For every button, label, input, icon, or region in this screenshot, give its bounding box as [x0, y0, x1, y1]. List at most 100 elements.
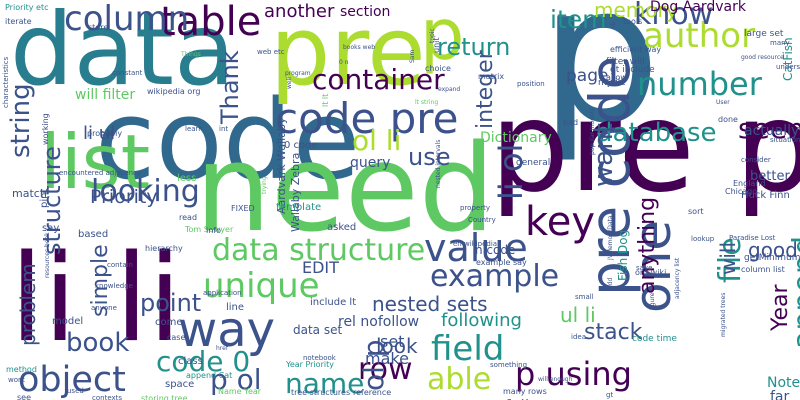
cloud-word: efficient way: [610, 46, 661, 54]
cloud-word: tree structures: [291, 389, 350, 397]
cloud-word: en wikipedia: [453, 241, 497, 248]
cloud-word: number: [637, 68, 762, 100]
cloud-word: li ol: [495, 144, 527, 200]
cloud-word: problem: [18, 263, 38, 346]
cloud-word: read: [179, 214, 197, 222]
cloud-word: resources book: [45, 232, 51, 278]
cloud-word: JVMemoryData: [608, 215, 614, 260]
cloud-word: lt string: [415, 100, 438, 106]
cloud-word: use: [408, 145, 450, 169]
cloud-word: key: [525, 202, 595, 242]
cloud-word: query: [350, 156, 390, 170]
cloud-word: choice: [425, 65, 451, 73]
cloud-word: column: [64, 2, 189, 36]
cloud-word: rel nofollow: [338, 315, 419, 329]
cloud-word: Chicago: [725, 188, 757, 196]
cloud-word: figure: [650, 293, 656, 310]
cloud-word: contain: [107, 262, 133, 269]
cloud-word: ul li: [560, 305, 596, 325]
cloud-word: make: [365, 351, 409, 367]
cloud-word: done: [718, 116, 738, 124]
cloud-word: include lt: [310, 298, 356, 308]
cloud-word: Fish Dog: [617, 230, 629, 281]
cloud-word: Dog Aardvark: [650, 0, 746, 14]
cloud-word: section: [340, 5, 390, 19]
cloud-word: save: [636, 265, 652, 272]
cloud-word: characteristics: [3, 57, 10, 108]
cloud-word: anything: [637, 197, 659, 294]
cloud-word: 0 code: [284, 141, 318, 151]
cloud-word: ob: [611, 22, 617, 29]
cloud-word: working: [42, 113, 50, 145]
cloud-word: lookup: [691, 236, 714, 243]
cloud-word: Dictionary: [480, 131, 552, 145]
cloud-word: EDIT: [302, 260, 339, 276]
cloud-word: lt lt: [322, 94, 330, 107]
cloud-word: space: [165, 380, 194, 390]
cloud-word: bad: [563, 119, 578, 127]
cloud-word: large set: [744, 30, 783, 39]
cloud-word: well: [287, 77, 293, 89]
cloud-word: topic: [430, 28, 436, 43]
cloud-word: e g: [100, 130, 111, 137]
cloud-word: learn: [185, 126, 203, 133]
cloud-word: pint: [40, 189, 50, 208]
cloud-word: small: [575, 294, 594, 301]
cloud-word: general: [516, 159, 550, 168]
cloud-word: consider: [741, 157, 771, 164]
cloud-word: int: [219, 126, 228, 133]
cloud-word: model: [52, 317, 83, 327]
cloud-word: tools: [623, 18, 642, 26]
cloud-word: asked: [327, 223, 356, 233]
cloud-word: FIXED: [231, 205, 255, 213]
cloud-word: popular models: [590, 108, 596, 155]
cloud-word: Aardvark Wallaby: [276, 118, 287, 214]
cloud-word: store: [88, 24, 108, 32]
cloud-word: add: [608, 278, 614, 289]
cloud-word: iterate: [5, 18, 32, 26]
cloud-word: knowledge: [95, 283, 133, 290]
cloud-word: used: [67, 388, 84, 395]
cloud-word: class: [178, 357, 203, 367]
cloud-word: another: [264, 3, 334, 21]
cloud-word: Things: [181, 52, 201, 58]
cloud-word: example say: [476, 259, 527, 267]
cloud-word: book: [66, 330, 129, 356]
cloud-word: Priority: [90, 188, 158, 207]
cloud-word: point: [140, 291, 201, 315]
cloud-word: application: [203, 290, 242, 297]
cloud-word: migrated trees: [721, 293, 727, 337]
cloud-word: anyone: [91, 305, 117, 312]
cloud-word: will filter: [75, 88, 135, 102]
cloud-word: Country: [468, 217, 496, 224]
cloud-word: position: [517, 81, 545, 88]
cloud-word: p using: [515, 358, 632, 390]
cloud-word: adjacency list: [675, 258, 681, 299]
cloud-word: come: [155, 318, 183, 328]
cloud-word: encountered adjacency: [59, 170, 141, 177]
cloud-word: matrix: [478, 73, 504, 81]
cloud-word: work: [8, 377, 25, 384]
cloud-word: column list: [741, 266, 785, 274]
cloud-word: understand: [776, 64, 800, 71]
cloud-word: Note: [767, 376, 800, 390]
cloud-word: web etc: [257, 49, 285, 56]
cloud-word: able: [427, 365, 491, 395]
cloud-word: based: [78, 230, 108, 240]
cloud-word: integer: [475, 50, 497, 129]
cloud-word: method: [6, 366, 37, 374]
cloud-word: idea: [571, 334, 586, 341]
cloud-word: situation: [770, 137, 800, 144]
cloud-word: Year Priority: [286, 361, 334, 369]
cloud-word: gt: [606, 392, 613, 399]
cloud-word: Name Year: [218, 388, 261, 396]
cloud-word: notebook: [303, 355, 336, 362]
cloud-word: will enough: [538, 377, 572, 383]
cloud-word: case: [167, 334, 185, 342]
cloud-word: href: [216, 346, 228, 352]
cloud-word: constant: [112, 70, 142, 77]
cloud-word: getMinimum: [744, 254, 800, 263]
cloud-word: template: [276, 203, 321, 213]
cloud-word: Thank: [218, 50, 242, 124]
cloud-word: expand: [438, 87, 460, 93]
